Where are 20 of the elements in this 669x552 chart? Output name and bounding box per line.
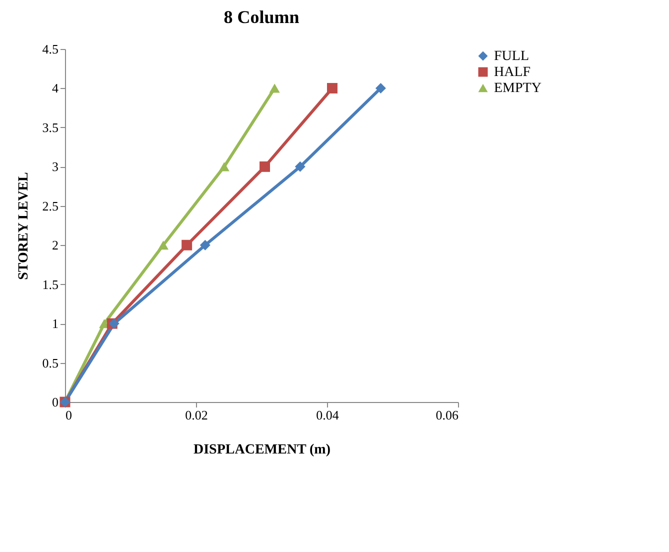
y-tick-label: 3.5 xyxy=(42,120,58,135)
x-axis-title: DISPLACEMENT (m) xyxy=(193,442,331,458)
y-tick-label: 2 xyxy=(52,238,58,253)
legend-label: HALF xyxy=(494,65,531,80)
y-tick-label: 4.5 xyxy=(42,42,58,56)
y-axis-title: STOREY LEVEL xyxy=(16,172,32,280)
y-tick-label: 1 xyxy=(52,316,58,332)
x-tick-label: 0 xyxy=(66,408,72,422)
y-tick-label: 1.5 xyxy=(42,276,58,292)
y-tick-label: 4 xyxy=(52,80,59,96)
y-tick-label: 3 xyxy=(52,159,58,174)
y-tick-label: 0.5 xyxy=(42,355,58,370)
x-tick-label: 0.02 xyxy=(185,408,208,422)
x-tick-label: 0.06 xyxy=(436,408,459,422)
x-tick-label: 0.04 xyxy=(316,408,340,422)
legend-label: FULL xyxy=(494,49,529,64)
y-tick-label: 2.5 xyxy=(42,198,58,214)
y-tick-label: 0 xyxy=(52,394,58,410)
legend-label: EMPTY xyxy=(494,81,542,96)
chart-title: 8 Column xyxy=(224,7,300,27)
